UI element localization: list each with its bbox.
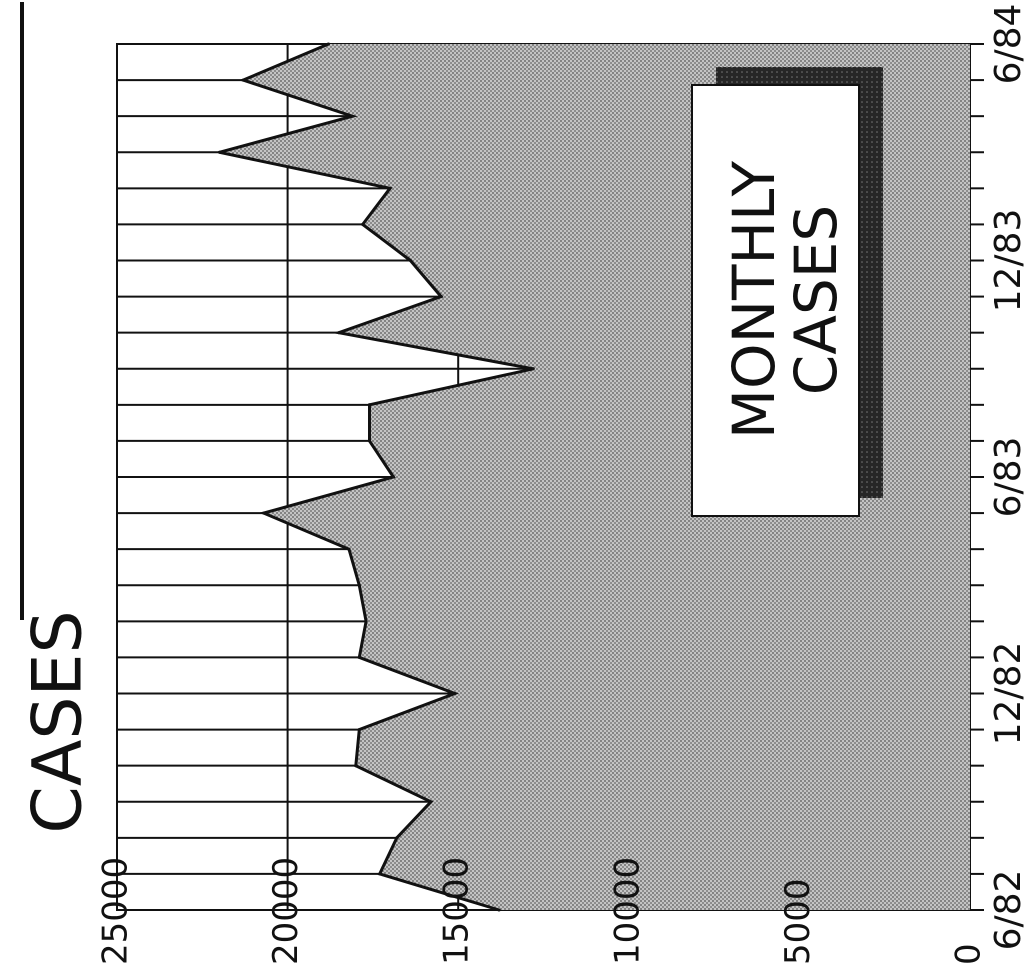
- data-point-1/83: [357, 655, 361, 659]
- value-tick-label: 25000: [96, 857, 136, 965]
- chart-title: CASES: [19, 610, 98, 833]
- data-point-2/83: [364, 619, 368, 623]
- legend-line-1: MONTHLY: [720, 160, 788, 439]
- data-point-6/84: [327, 42, 330, 46]
- data-points: [217, 42, 535, 912]
- data-point-10/82: [354, 764, 358, 768]
- legend-box: [691, 84, 860, 517]
- value-tick-label: 20000: [266, 857, 306, 965]
- data-point-7/82: [378, 872, 382, 876]
- month-rules: [117, 43, 534, 911]
- value-axis-ticks: 0 5000 10000 15000 20000 25000: [96, 857, 989, 965]
- data-point-4/83: [347, 547, 351, 551]
- data-point-3/84: [217, 150, 221, 154]
- data-point-9/82: [429, 800, 433, 804]
- data-point-7/83: [368, 439, 371, 443]
- data-point-6/83: [391, 475, 395, 479]
- date-tick-label: 12/82: [988, 642, 1029, 746]
- data-point-5/83: [262, 511, 266, 515]
- date-tick-label: 6/82: [988, 870, 1029, 951]
- data-point-12/83: [408, 259, 412, 262]
- data-point-12/82: [453, 692, 457, 695]
- data-point-11/82: [357, 728, 361, 732]
- value-tick-label: 5000: [778, 878, 818, 965]
- data-point-3/83: [357, 583, 361, 587]
- value-tick-label: 15000: [437, 857, 477, 965]
- date-axis-ticks: 6/82 12/82 6/83 12/83 6/84: [970, 4, 1029, 951]
- value-tick-label: 0: [949, 943, 989, 965]
- data-point-5/84: [241, 78, 245, 82]
- data-point-8/82: [395, 836, 399, 840]
- data-point-2/84: [388, 186, 392, 190]
- data-point-1/84: [361, 222, 365, 226]
- legend: MONTHLY CASES: [691, 67, 883, 517]
- date-tick-label: 12/83: [988, 209, 1029, 313]
- data-point-4/84: [350, 114, 354, 118]
- data-point-8/83: [368, 403, 371, 407]
- value-tick-label: 10000: [607, 857, 647, 965]
- data-point-9/83: [531, 367, 535, 371]
- date-tick-label: 6/84: [988, 4, 1029, 85]
- legend-line-2: CASES: [782, 205, 850, 395]
- data-point-11/83: [439, 295, 443, 299]
- data-point-6/82: [497, 908, 501, 912]
- data-point-10/83: [337, 331, 341, 335]
- date-tick-label: 6/83: [988, 437, 1029, 518]
